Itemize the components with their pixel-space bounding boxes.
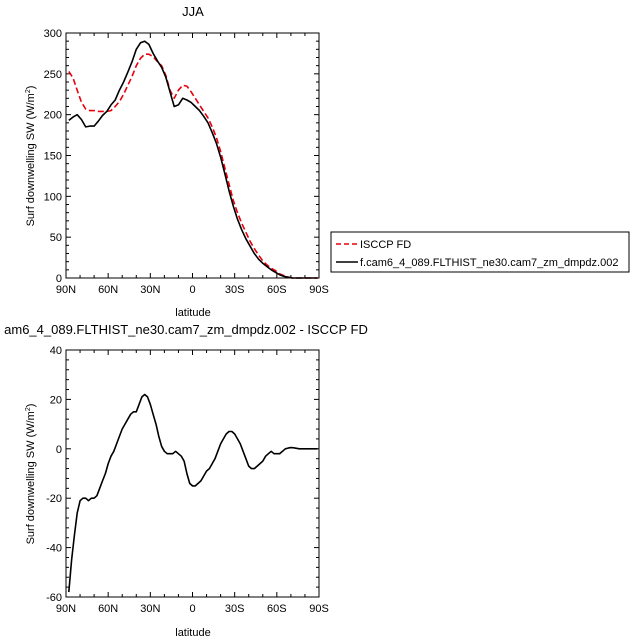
bottom-y-tick-label: -40 bbox=[46, 543, 62, 555]
bottom-x-tick-label: 90N bbox=[56, 603, 76, 615]
top-y-tick-label: 200 bbox=[44, 110, 62, 122]
legend: ISCCP FD f.cam6_4_089.FLTHIST_ne30.cam7_… bbox=[330, 231, 630, 273]
svg-text:Surf downwelling SW (W/m2): Surf downwelling SW (W/m2) bbox=[25, 86, 37, 227]
top-plot-area: 90N 60N 30N 0 30S 60S 90S 0 50 100 150 200 250 300 bbox=[44, 28, 329, 296]
top-y-tick-label: 300 bbox=[44, 28, 62, 40]
bottom-title: am6_4_089.FLTHIST_ne30.cam7_zm_dmpdz.002… bbox=[4, 322, 368, 337]
top-title: JJA bbox=[182, 4, 204, 19]
bottom-plot-area: 90N 60N 30N 0 30S 60S 90S -60 -40 -20 0 20 40 bbox=[46, 345, 329, 615]
top-series-line-0 bbox=[68, 53, 318, 279]
top-x-tick-label: 0 bbox=[189, 284, 195, 296]
top-x-tick-label: 30N bbox=[140, 284, 160, 296]
top-panel: JJA Surf downwelling SW (W/m2) latitude … bbox=[25, 4, 329, 319]
bottom-y-tick-label: -60 bbox=[46, 592, 62, 604]
bottom-x-tick-label: 60N bbox=[98, 603, 118, 615]
bottom-y-tick-label: 0 bbox=[56, 444, 62, 456]
bottom-x-axis-title: latitude bbox=[175, 627, 210, 639]
top-y-tick-label: 0 bbox=[56, 273, 62, 285]
top-x-tick-label: 30S bbox=[225, 284, 245, 296]
top-x-tick-label: 60N bbox=[98, 284, 118, 296]
top-x-axis-title: latitude bbox=[175, 307, 210, 319]
top-y-axis-title-main: Surf downwelling SW (W/m bbox=[25, 93, 37, 226]
bottom-x-tick-label: 90S bbox=[309, 603, 329, 615]
bottom-y-axis-title-end: ) bbox=[25, 404, 37, 408]
top-y-tick-label: 150 bbox=[44, 151, 62, 163]
bottom-x-tick-label: 30S bbox=[225, 603, 245, 615]
top-plot-frame bbox=[65, 32, 320, 279]
svg-text:Surf downwelling SW (W/m2): Surf downwelling SW (W/m2) bbox=[25, 404, 37, 545]
bottom-x-tick-label: 0 bbox=[189, 603, 195, 615]
top-x-tick-label: 90S bbox=[309, 284, 329, 296]
bottom-y-tick-label: 40 bbox=[50, 345, 62, 357]
top-y-axis-title-end: ) bbox=[25, 86, 37, 90]
top-y-tick-label: 250 bbox=[44, 69, 62, 81]
bottom-plot-frame bbox=[65, 349, 320, 598]
bottom-y-axis-title-main: Surf downwelling SW (W/m bbox=[25, 411, 37, 544]
bottom-y-axis-title: Surf downwelling SW (W/m2) bbox=[25, 404, 37, 545]
top-x-tick-label: 60S bbox=[267, 284, 287, 296]
top-x-tick-label: 90N bbox=[56, 284, 76, 296]
bottom-y-axis-title-sup: 2 bbox=[25, 407, 32, 411]
top-y-axis-title: Surf downwelling SW (W/m2) bbox=[25, 86, 37, 227]
legend-box bbox=[330, 231, 630, 273]
bottom-panel: am6_4_089.FLTHIST_ne30.cam7_zm_dmpdz.002… bbox=[4, 322, 368, 639]
legend-label-isccp: ISCCP FD bbox=[360, 239, 411, 251]
top-y-tick-label: 100 bbox=[44, 191, 62, 203]
bottom-x-tick-label: 60S bbox=[267, 603, 287, 615]
bottom-y-tick-label: 20 bbox=[50, 394, 62, 406]
top-y-tick-label: 50 bbox=[50, 232, 62, 244]
top-series-line-1 bbox=[68, 40, 318, 279]
bottom-series-line-0 bbox=[68, 393, 318, 593]
bottom-y-tick-label: -20 bbox=[46, 493, 62, 505]
bottom-x-tick-label: 30N bbox=[140, 603, 160, 615]
legend-label-model: f.cam6_4_089.FLTHIST_ne30.cam7_zm_dmpdz.… bbox=[360, 257, 618, 269]
top-y-axis-title-sup: 2 bbox=[25, 89, 32, 93]
